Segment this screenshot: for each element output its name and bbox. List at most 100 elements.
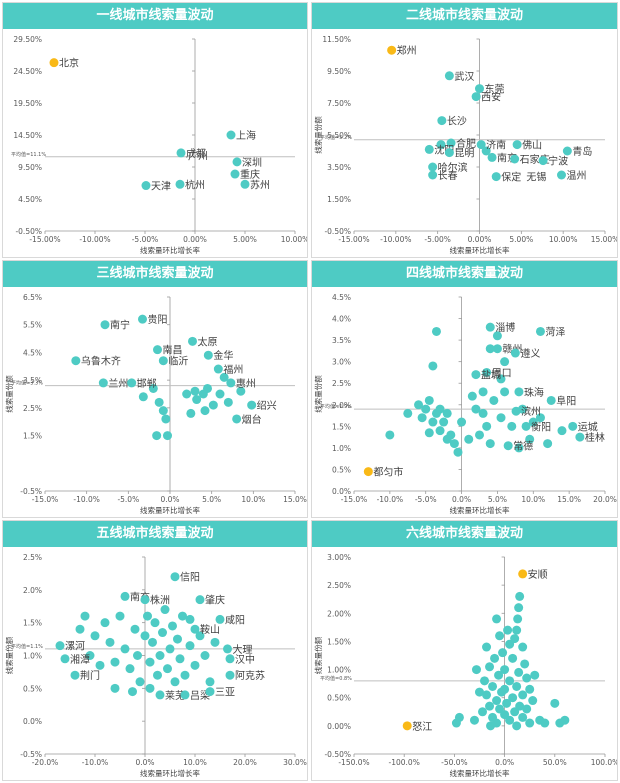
- data-label: 遵义: [520, 347, 540, 360]
- x-tick-label: 20.0%: [593, 495, 617, 504]
- x-tick-label: -100.0%: [389, 758, 420, 767]
- x-axis-title: 线索量环比增长率: [450, 768, 510, 778]
- y-tick-label: 4.50%: [18, 195, 42, 204]
- data-point: [236, 386, 246, 396]
- x-tick-label: 0.0%: [452, 495, 471, 504]
- data-label: 济南: [486, 139, 506, 152]
- data-point: [168, 621, 177, 631]
- y-tick-label: 2.5%: [23, 404, 42, 413]
- y-axis-title: 线索量份额: [313, 116, 323, 154]
- data-point: [247, 400, 257, 410]
- data-point: [490, 653, 500, 663]
- y-tick-label: 2.0%: [332, 401, 351, 410]
- scatter-plot: 平均值=1.9% 0.0% 0.5% 1.0% 1.5% 2.0% 2.5% 3.0% 3.5%…: [313, 293, 617, 515]
- y-tick-label: 14.50%: [13, 131, 42, 140]
- data-point: [130, 624, 140, 634]
- data-point: [510, 707, 520, 717]
- data-point: [115, 611, 125, 621]
- data-point: [223, 397, 233, 407]
- average-label: 平均值=0.8%: [320, 675, 352, 682]
- x-tick-label: 0.0%: [495, 758, 514, 767]
- data-label: 大理: [233, 643, 253, 656]
- data-point: [546, 395, 556, 405]
- data-point: [471, 92, 481, 102]
- data-point: [485, 662, 495, 672]
- data-point: [232, 414, 242, 424]
- chart-title: 六线城市线索量波动: [312, 521, 617, 547]
- data-label: 金华: [213, 349, 233, 362]
- data-label: 武汉: [454, 70, 474, 83]
- y-tick-label: 4.0%: [332, 315, 351, 324]
- data-point: [98, 378, 108, 388]
- data-point: [510, 154, 520, 164]
- data-point: [205, 687, 215, 697]
- chart-title: 四线城市线索量波动: [312, 261, 617, 287]
- data-point: [182, 389, 192, 399]
- data-point: [158, 356, 168, 366]
- chart-panel-tier3: 三线城市线索量波动 平均值=3.3% -0.5% 1.5% 2.5% 3.5% 4.5% 5…: [2, 260, 308, 518]
- data-point: [511, 406, 521, 416]
- x-axis-title: 线索量环比增长率: [140, 505, 200, 515]
- data-label: 安顺: [528, 568, 548, 581]
- y-tick-label: 0.5%: [23, 684, 42, 693]
- data-point: [476, 140, 486, 150]
- y-axis-title: 线索量份额: [313, 375, 323, 413]
- data-point: [575, 432, 585, 442]
- data-point: [225, 654, 235, 664]
- data-point: [180, 670, 190, 680]
- data-point: [500, 665, 510, 675]
- data-point: [158, 628, 167, 638]
- data-point: [444, 71, 454, 81]
- data-point: [449, 439, 459, 449]
- data-point: [522, 704, 532, 714]
- data-point: [435, 426, 445, 436]
- data-label: 常德: [513, 440, 533, 453]
- data-point: [154, 397, 164, 407]
- x-tick-label: -10.00%: [79, 235, 110, 244]
- x-tick-label: -10.0%: [73, 495, 100, 504]
- data-point: [155, 651, 165, 660]
- data-point: [512, 721, 522, 731]
- x-tick-label: -150.0%: [338, 758, 369, 767]
- data-point: [500, 684, 510, 694]
- x-axis-title: 线索量环比增长率: [140, 245, 200, 255]
- data-point: [467, 391, 477, 401]
- data-point: [180, 690, 190, 700]
- data-point: [190, 660, 200, 670]
- highlighted-data-point: [363, 467, 373, 477]
- data-point: [522, 673, 532, 683]
- y-tick-label: 1.00%: [327, 666, 351, 675]
- data-point: [513, 614, 523, 624]
- data-point: [514, 667, 524, 677]
- x-tick-label: 20.0%: [233, 758, 257, 767]
- data-point: [163, 431, 172, 441]
- data-point: [453, 447, 463, 457]
- data-point: [240, 179, 250, 189]
- data-point: [481, 146, 491, 156]
- highlighted-data-point: [518, 569, 528, 579]
- data-point: [185, 614, 195, 624]
- data-label: 阜阳: [556, 394, 576, 407]
- data-point: [60, 654, 70, 664]
- data-point: [71, 356, 81, 366]
- data-point: [471, 370, 481, 380]
- average-label: 平均值=1.1%: [11, 643, 43, 650]
- data-point: [560, 715, 570, 725]
- data-point: [185, 641, 195, 651]
- data-point: [153, 345, 162, 355]
- data-point: [487, 152, 497, 162]
- data-point: [439, 417, 449, 427]
- y-tick-label: -0.5%: [20, 487, 42, 496]
- x-tick-label: -15.00%: [29, 235, 60, 244]
- data-point: [494, 670, 504, 680]
- data-point: [385, 430, 395, 440]
- data-label: 昆明: [454, 148, 474, 160]
- data-point: [492, 331, 502, 341]
- data-point: [140, 595, 150, 605]
- x-tick-label: -10.0%: [377, 495, 404, 504]
- data-label: 重庆: [240, 168, 260, 181]
- y-tick-label: 2.50%: [327, 581, 351, 590]
- x-tick-label: -5.0%: [117, 495, 139, 504]
- x-tick-label: 0.00%: [468, 235, 492, 244]
- data-point: [528, 417, 538, 427]
